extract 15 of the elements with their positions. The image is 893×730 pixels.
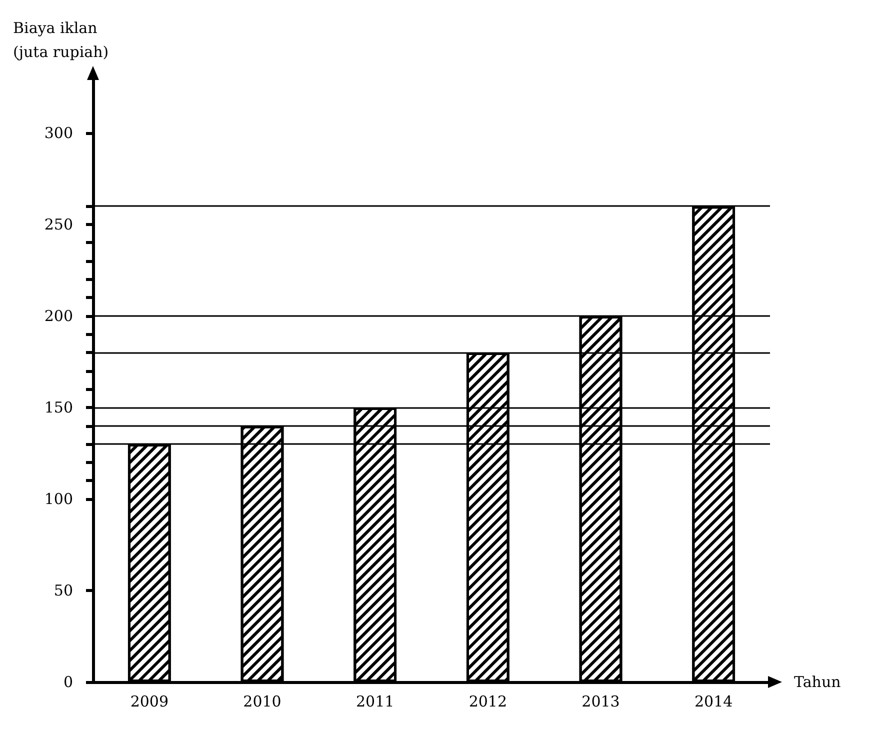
y-tick-label: 150 (44, 398, 73, 416)
y-tick-label: 300 (44, 124, 73, 142)
y-axis-title: Biaya iklan (juta rupiah) (13, 19, 109, 61)
y-tick-label: 0 (63, 673, 73, 691)
x-tick-label: 2014 (694, 692, 733, 710)
x-axis-title: Tahun (794, 673, 842, 691)
x-tick-label: 2010 (243, 692, 282, 710)
x-tick-label: 2009 (130, 692, 169, 710)
y-tick-label: 50 (54, 581, 73, 600)
y-tick-label: 100 (44, 490, 73, 508)
x-tick-label: 2013 (582, 692, 620, 710)
y-tick-label: 200 (44, 306, 73, 325)
x-tick-label: 2011 (356, 692, 394, 710)
y-tick-label: 250 (44, 215, 73, 234)
x-tick-label: 2012 (468, 692, 508, 710)
